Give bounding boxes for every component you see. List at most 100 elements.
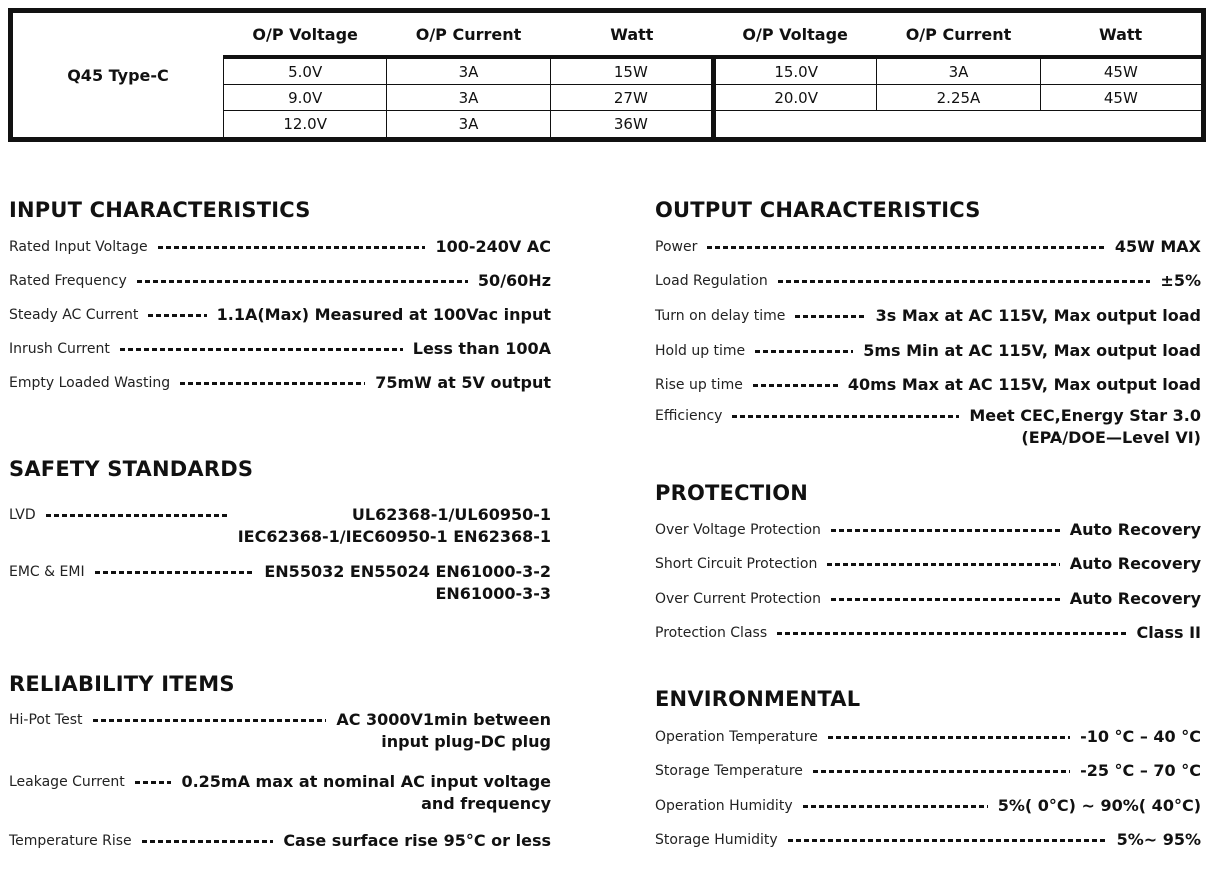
spec-value: 3s Max at AC 115V, Max output load <box>876 305 1201 327</box>
spec-row: Load Regulation ±5% <box>655 270 1201 292</box>
spec-row: Storage Temperature -25 °C – 70 °C <box>655 760 1201 782</box>
table-cell: 9.0V <box>222 84 388 112</box>
dotted-leader <box>802 805 988 808</box>
spec-row: Rise up time 40ms Max at AC 115V, Max out… <box>655 374 1201 396</box>
spec-value: 50/60Hz <box>478 270 551 292</box>
dotted-leader <box>119 348 403 351</box>
spec-value: Less than 100A <box>413 338 551 360</box>
spec-value: 75mW at 5V output <box>375 372 551 394</box>
header-cell: Watt <box>1040 10 1204 59</box>
section-heading: PROTECTION <box>655 481 809 505</box>
spec-value: 1.1A(Max) Measured at 100Vac input <box>217 304 551 326</box>
spec-value-line: -10 °C – 40 °C <box>1080 727 1201 746</box>
spec-row: Temperature Rise Case surface rise 95°C o… <box>9 830 551 852</box>
dotted-leader <box>830 529 1060 532</box>
dotted-leader <box>134 781 172 784</box>
table-cell: 3A <box>876 56 1041 86</box>
spec-row: Protection Class Class II <box>655 622 1201 644</box>
header-cell: O/P Voltage <box>713 10 877 59</box>
spec-row: Turn on delay time 3s Max at AC 115V, Max… <box>655 305 1201 327</box>
spec-value: Auto Recovery <box>1070 519 1201 541</box>
dotted-leader <box>136 280 468 283</box>
spec-value-line: EN55032 EN55024 EN61000-3-2 <box>264 562 551 581</box>
spec-label: Turn on delay time <box>655 308 786 324</box>
spec-row: Storage Humidity 5%~ 95% <box>655 829 1201 851</box>
spec-label: Short Circuit Protection <box>655 556 818 572</box>
spec-label: Over Current Protection <box>655 591 821 607</box>
spec-value: Case surface rise 95°C or less <box>283 830 551 852</box>
spec-value: Class II <box>1136 622 1201 644</box>
spec-row: Operation Humidity 5%( 0°C) ~ 90%( 40°C) <box>655 795 1201 817</box>
spec-label: Hold up time <box>655 343 746 359</box>
table-cell: 36W <box>549 110 714 140</box>
empty-cell <box>710 110 1205 140</box>
spec-value: EN55032 EN55024 EN61000-3-2 EN61000-3-3 <box>264 561 551 605</box>
spec-label: Inrush Current <box>9 341 110 357</box>
table-row: 9.0V 3A 27W 20.0V 2.25A 45W <box>11 84 1205 112</box>
spec-row: Over Voltage Protection Auto Recovery <box>655 519 1201 541</box>
output-spec-table: Q45 Type-C O/P Voltage O/P Current Watt … <box>8 8 1206 142</box>
dotted-leader <box>752 384 838 387</box>
spec-label: Protection Class <box>655 625 768 641</box>
dotted-leader <box>732 415 960 418</box>
spec-value: Auto Recovery <box>1070 588 1201 610</box>
spec-value-line: AC 3000V1min between <box>336 710 551 729</box>
dotted-leader <box>707 246 1105 249</box>
table-cell: 5.0V <box>222 56 388 86</box>
section-heading: OUTPUT CHARACTERISTICS <box>655 198 981 222</box>
table-cell: 12.0V <box>222 110 388 140</box>
table-cell: 3A <box>386 56 551 86</box>
spec-value-line: input plug-DC plug <box>381 732 551 751</box>
dotted-leader <box>787 839 1107 842</box>
spec-label: Operation Temperature <box>655 729 818 745</box>
dotted-leader <box>827 563 1060 566</box>
dotted-leader <box>157 246 426 249</box>
spec-value-line: UL62368-1/UL60950-1 <box>351 505 551 524</box>
spec-label: Rated Frequency <box>9 273 127 289</box>
spec-value-line: and frequency <box>421 794 551 813</box>
spec-row: Inrush Current Less than 100A <box>9 338 551 360</box>
table-cell: 15.0V <box>710 56 878 86</box>
spec-label: Steady AC Current <box>9 307 139 323</box>
spec-value-line: Auto Recovery <box>1069 520 1201 539</box>
spec-row: Power 45W MAX <box>655 236 1201 258</box>
spec-value: 5%( 0°C) ~ 90%( 40°C) <box>998 795 1201 817</box>
spec-label: Empty Loaded Wasting <box>9 375 171 391</box>
spec-value: -10 °C – 40 °C <box>1080 726 1201 748</box>
header-cell: Watt <box>550 10 714 59</box>
spec-label: LVD <box>9 507 36 523</box>
spec-label: Leakage Current <box>9 774 125 790</box>
spec-label: Rated Input Voltage <box>9 239 148 255</box>
spec-label: Load Regulation <box>655 273 768 289</box>
spec-row: Empty Loaded Wasting 75mW at 5V output <box>9 372 551 394</box>
table-cell: 3A <box>386 110 551 140</box>
spec-value-line: Meet CEC,Energy Star 3.0 <box>969 406 1201 425</box>
spec-value-line: (EPA/DOE—Level VI) <box>1021 428 1201 447</box>
spec-label: Storage Temperature <box>655 763 803 779</box>
spec-row: Over Current Protection Auto Recovery <box>655 588 1201 610</box>
spec-value-line: Less than 100A <box>412 339 551 358</box>
spec-value-line: 75mW at 5V output <box>375 373 551 392</box>
spec-label: Rise up time <box>655 377 743 393</box>
spec-row: Hold up time 5ms Min at AC 115V, Max outp… <box>655 340 1201 362</box>
spec-label: Efficiency <box>655 408 723 424</box>
table-cell: 20.0V <box>710 84 878 112</box>
spec-value-line: 0.25mA max at nominal AC input voltage <box>181 772 551 791</box>
spec-label: Power <box>655 239 698 255</box>
spec-value: 45W MAX <box>1115 236 1201 258</box>
spec-value-line: 40ms Max at AC 115V, Max output load <box>847 375 1201 394</box>
spec-value: UL62368-1/UL60950-1 IEC62368-1/IEC60950-1… <box>238 504 551 548</box>
spec-row: Efficiency Meet CEC,Energy Star 3.0 (EPA/D… <box>655 405 1201 449</box>
dotted-leader <box>830 598 1060 601</box>
header-cell: O/P Voltage <box>223 10 387 59</box>
table-row: 12.0V 3A 36W <box>11 110 1205 140</box>
dotted-leader <box>777 280 1151 283</box>
spec-value-line: 50/60Hz <box>477 271 551 290</box>
spec-value-line: 1.1A(Max) Measured at 100Vac input <box>216 305 551 324</box>
spec-value-line: Class II <box>1136 623 1201 642</box>
spec-row: Hi-Pot Test AC 3000V1min between input plu… <box>9 709 551 753</box>
header-cell: O/P Current <box>876 10 1041 59</box>
table-header-row: Q45 Type-C O/P Voltage O/P Current Watt … <box>10 10 1204 140</box>
dotted-leader <box>812 770 1071 773</box>
